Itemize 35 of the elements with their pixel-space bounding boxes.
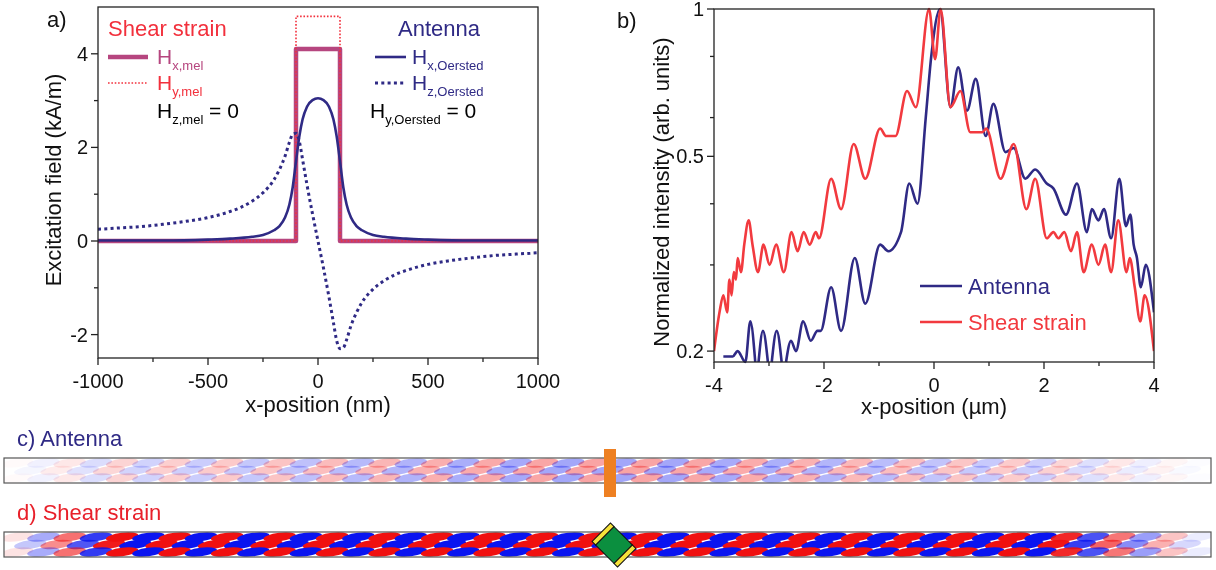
x-tick-label: -2: [815, 374, 833, 396]
text: c) Antenna: [17, 426, 123, 451]
chart-title: a): [47, 7, 67, 32]
legend-label: Shear strain: [968, 310, 1087, 335]
x-tick-label: 2: [1038, 374, 1050, 396]
x-axis-title: x-position (nm): [245, 392, 391, 417]
y-axis-title: Excitation field (kA/m): [41, 73, 66, 287]
x-tick-label: -4: [705, 374, 723, 396]
annotation: Antenna: [398, 16, 481, 41]
x-tick-label: -1000: [72, 370, 124, 392]
legend-label: H$_{z,Oersted}$: [412, 71, 484, 99]
chart-title: b): [617, 8, 637, 33]
x-tick-label: 0: [312, 370, 324, 392]
legend-label: H$_{x,mel}$: [157, 45, 204, 73]
x-axis-title: x-position (µm): [861, 394, 1007, 419]
legend-label: H$_{x,Oersted}$: [412, 45, 484, 73]
x-tick-label: 4: [1148, 374, 1160, 396]
y-tick-label: 0.5: [676, 145, 704, 168]
x-tick-label: 1000: [515, 370, 561, 392]
x-tick-label: 500: [411, 370, 445, 392]
x-tick-label: 0: [928, 374, 940, 396]
legend-label: Antenna: [968, 274, 1051, 299]
text: d) Shear strain: [17, 500, 162, 525]
y-tick-label: 0.2: [676, 340, 704, 363]
legend-label: H$_{y,mel}$: [157, 71, 203, 99]
annotation: Shear strain: [108, 16, 227, 41]
y-tick-label: 4: [76, 42, 88, 65]
annotation: H$_{y,Oersted}$ = 0: [370, 99, 477, 127]
x-tick-label: -500: [187, 370, 229, 392]
y-tick-label: 2: [76, 136, 88, 159]
y-axis-title: Normalized intensity (arb. units): [649, 37, 674, 347]
y-tick-label: 0: [76, 230, 88, 252]
y-tick-label: 1: [692, 0, 704, 20]
annotation: H$_{z,mel}$ = 0: [157, 99, 239, 127]
y-tick-label: -2: [70, 323, 88, 346]
